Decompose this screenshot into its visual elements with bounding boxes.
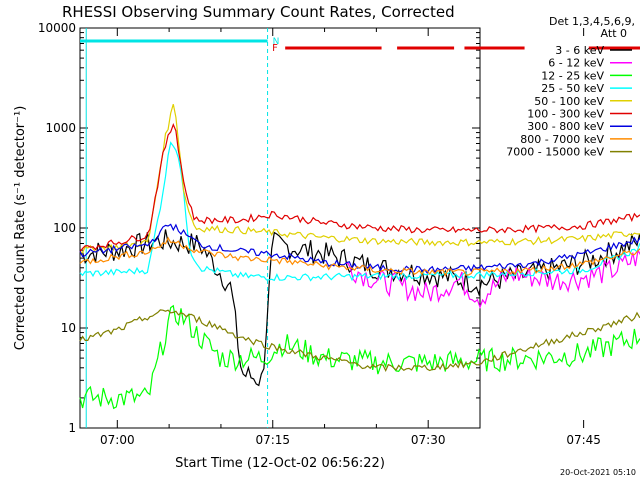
x-tick-label: 07:45 xyxy=(566,433,601,447)
y-tick-label: 1000 xyxy=(45,121,76,135)
flare-flag-label: F xyxy=(272,43,278,54)
series-line xyxy=(345,248,640,309)
night-flag-label: N xyxy=(273,37,280,47)
legend-label: 3 - 6 keV xyxy=(555,44,604,57)
legend-label: 300 - 800 keV xyxy=(527,120,604,133)
legend-label: 6 - 12 keV xyxy=(548,57,604,70)
series-line xyxy=(79,229,640,387)
time-markers xyxy=(85,28,269,428)
series-line xyxy=(79,122,640,253)
legend-label: 7000 - 15000 keV xyxy=(506,146,604,159)
x-axis-label: Start Time (12-Oct-02 06:56:22) xyxy=(175,456,385,471)
series-line xyxy=(79,236,640,277)
y-tick-label: 10000 xyxy=(38,21,76,35)
legend-label: 25 - 50 keV xyxy=(541,82,604,95)
legend-label: 800 - 7000 keV xyxy=(520,133,604,146)
legend-header-line-1: Det 1,3,4,5,6,9, xyxy=(549,15,635,28)
x-tick-label: 07:00 xyxy=(100,433,135,447)
series-line xyxy=(79,304,640,410)
series-line xyxy=(79,104,640,254)
legend-label: 12 - 25 keV xyxy=(541,69,604,82)
y-axis-label: Corrected Count Rate (s⁻¹ detector⁻¹) xyxy=(13,106,28,351)
plot-frame xyxy=(79,27,481,429)
y-tick-label: 10 xyxy=(61,321,76,335)
y-tick-label: 1 xyxy=(68,421,76,435)
y-tick-label: 100 xyxy=(53,221,76,235)
x-tick-label: 07:15 xyxy=(255,433,290,447)
series-lines xyxy=(79,104,640,410)
legend-header-line-2: Att 0 xyxy=(601,27,627,40)
series-line xyxy=(79,141,640,282)
flag-bars: NF xyxy=(80,37,640,54)
series-line xyxy=(79,309,640,373)
chart-title: RHESSI Observing Summary Count Rates, Co… xyxy=(62,3,455,21)
footer-date: 20-Oct-2021 05:10 xyxy=(560,468,636,477)
legend-label: 50 - 100 keV xyxy=(534,95,604,108)
x-tick-label: 07:30 xyxy=(411,433,446,447)
legend-label: 100 - 300 keV xyxy=(527,108,604,121)
series-line xyxy=(79,223,640,274)
axis-ticks: 07:0007:1507:3007:4508:0008:1508:3011010… xyxy=(38,21,601,447)
